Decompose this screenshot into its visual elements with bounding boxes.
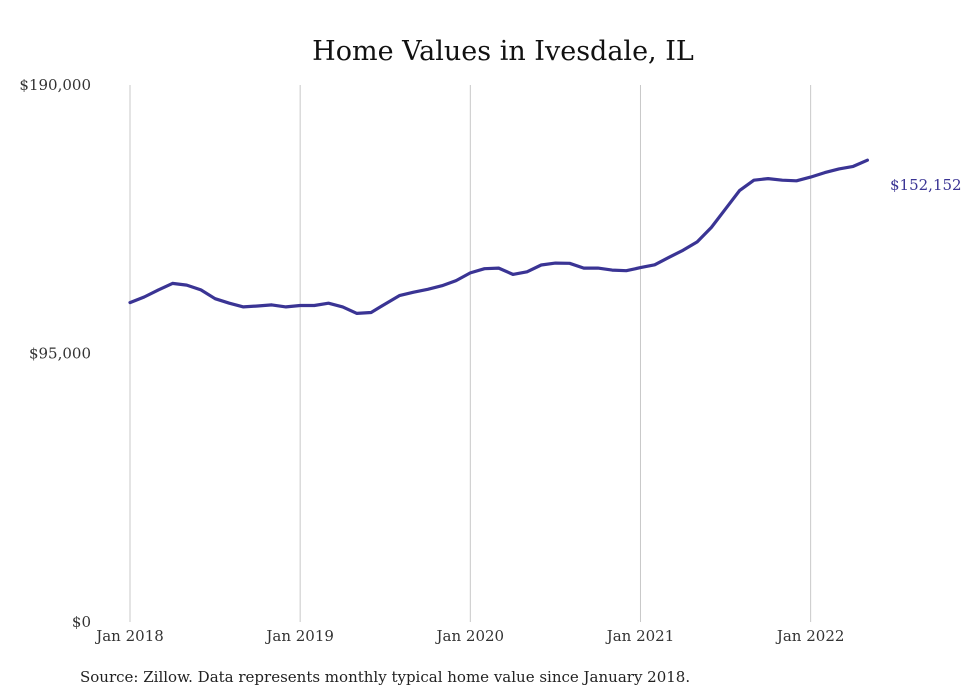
series-layer: [128, 158, 870, 315]
x-tick-label: Jan 2021: [605, 627, 675, 645]
y-tick-label: $0: [72, 613, 91, 631]
y-axis: $0 $95,000 $190,000: [19, 76, 91, 631]
x-tick-label: Jan 2018: [94, 627, 164, 645]
end-value-label: $152,152: [890, 176, 962, 194]
series-line: [128, 158, 870, 315]
x-tick-label: Jan 2020: [435, 627, 505, 645]
y-tick-label: $95,000: [29, 345, 91, 363]
chart-title: Home Values in Ivesdale, IL: [312, 36, 694, 67]
y-tick-label: $190,000: [19, 76, 91, 94]
x-axis: Jan 2018 Jan 2019 Jan 2020 Jan 2021 Jan 2022: [94, 627, 844, 645]
x-tick-label: Jan 2019: [264, 627, 334, 645]
vertical-gridlines: [129, 85, 812, 622]
x-tick-label: Jan 2022: [775, 627, 845, 645]
source-note: Source: Zillow. Data represents monthly …: [80, 668, 690, 686]
